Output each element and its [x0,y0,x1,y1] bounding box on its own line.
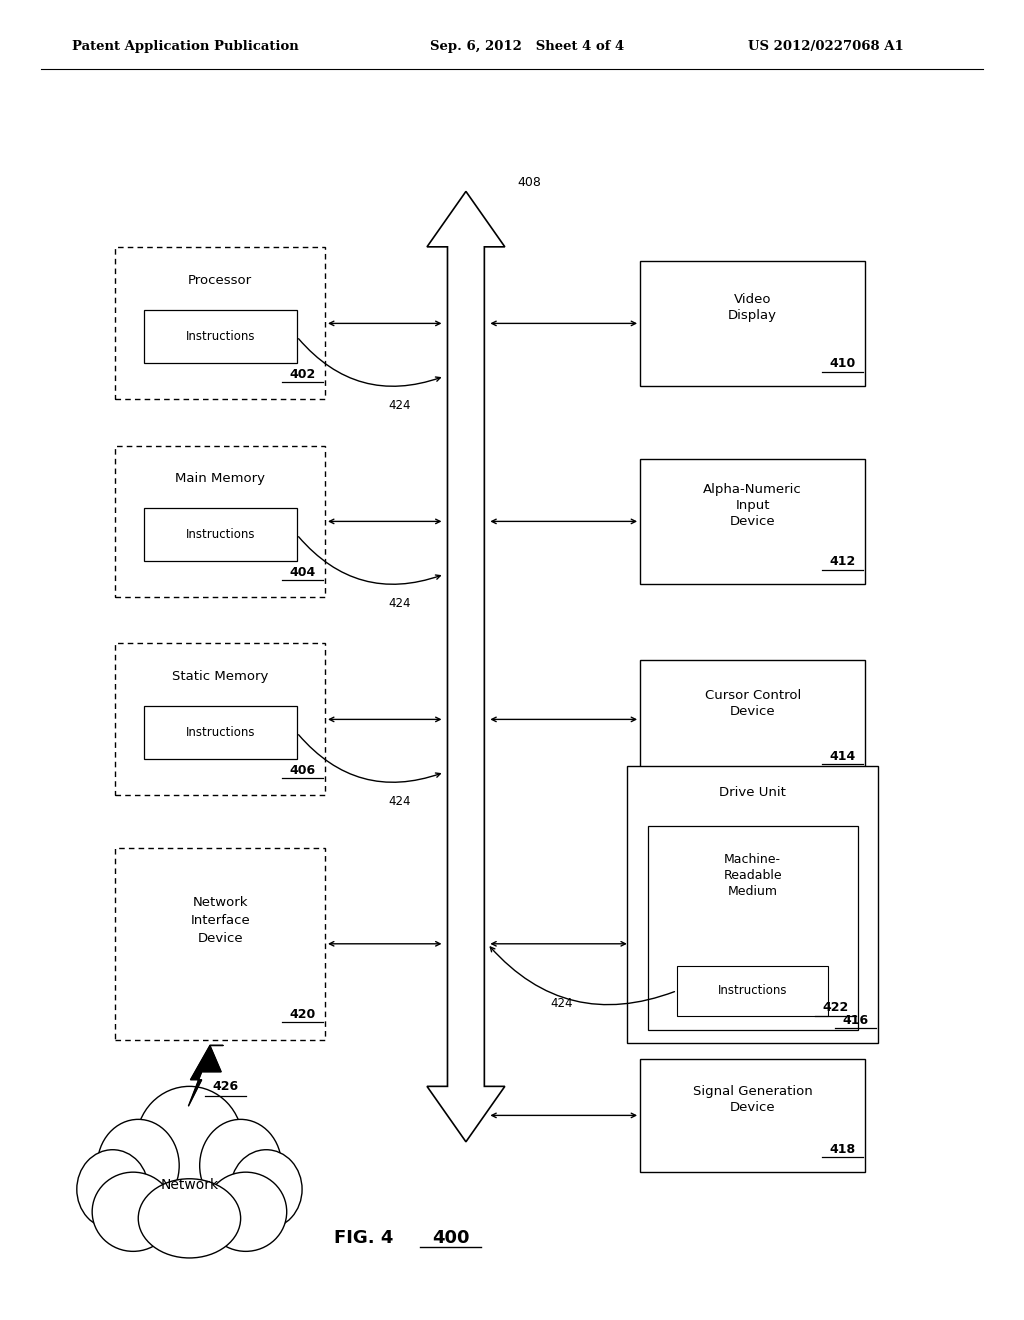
Text: 402: 402 [290,368,315,380]
Polygon shape [427,191,505,1142]
FancyArrowPatch shape [299,339,440,387]
Text: 404: 404 [290,566,315,578]
Text: 424: 424 [388,795,411,808]
Text: 416: 416 [843,1014,868,1027]
Bar [115,849,326,1040]
Text: 418: 418 [829,1143,856,1155]
Text: 420: 420 [290,1008,315,1020]
Text: Instructions: Instructions [718,985,787,997]
Bar [115,248,326,399]
Bar [115,643,326,795]
Text: Instructions: Instructions [185,528,255,541]
Text: 408: 408 [517,176,541,189]
FancyArrowPatch shape [490,946,675,1005]
Bar [640,261,865,385]
Text: 422: 422 [822,1002,848,1014]
Ellipse shape [77,1150,148,1229]
FancyArrowPatch shape [299,537,440,585]
Text: Static Memory: Static Memory [172,671,268,682]
Polygon shape [188,1045,223,1106]
Text: Cursor Control
Device: Cursor Control Device [705,689,801,718]
Bar [677,966,828,1016]
Text: Network: Network [161,1179,218,1192]
Bar [640,1059,865,1172]
Text: 406: 406 [290,764,315,776]
Text: US 2012/0227068 A1: US 2012/0227068 A1 [748,40,903,53]
Ellipse shape [205,1172,287,1251]
Ellipse shape [136,1086,243,1197]
Text: 410: 410 [829,358,856,370]
Text: Machine-
Readable
Medium: Machine- Readable Medium [723,853,782,899]
Ellipse shape [230,1150,302,1229]
Text: 424: 424 [550,997,572,1010]
Text: Processor: Processor [188,275,252,286]
Text: Instructions: Instructions [185,330,255,343]
Text: 424: 424 [388,597,411,610]
Text: Network
Interface
Device: Network Interface Device [190,895,250,945]
Ellipse shape [200,1119,282,1212]
Text: 426: 426 [212,1080,239,1093]
Text: Sep. 6, 2012   Sheet 4 of 4: Sep. 6, 2012 Sheet 4 of 4 [430,40,625,53]
Text: 414: 414 [829,750,856,763]
Text: 424: 424 [388,399,411,412]
Text: Instructions: Instructions [185,726,255,739]
Bar [143,310,297,363]
Bar [115,446,326,597]
Text: 412: 412 [829,556,856,568]
FancyArrowPatch shape [299,735,440,783]
Bar [640,660,865,779]
Text: Main Memory: Main Memory [175,473,265,484]
Bar [143,508,297,561]
Bar [647,826,857,1030]
Text: Video
Display: Video Display [728,293,777,322]
Bar [627,766,879,1043]
Ellipse shape [92,1172,174,1251]
Bar [143,706,297,759]
Text: 400: 400 [432,1229,469,1247]
Text: FIG. 4: FIG. 4 [334,1229,393,1247]
Text: Patent Application Publication: Patent Application Publication [72,40,298,53]
Text: Signal Generation
Device: Signal Generation Device [693,1085,812,1114]
Text: Drive Unit: Drive Unit [719,785,786,799]
Ellipse shape [97,1119,179,1212]
Text: Alpha-Numeric
Input
Device: Alpha-Numeric Input Device [703,483,802,528]
Bar [640,459,865,583]
Ellipse shape [138,1179,241,1258]
